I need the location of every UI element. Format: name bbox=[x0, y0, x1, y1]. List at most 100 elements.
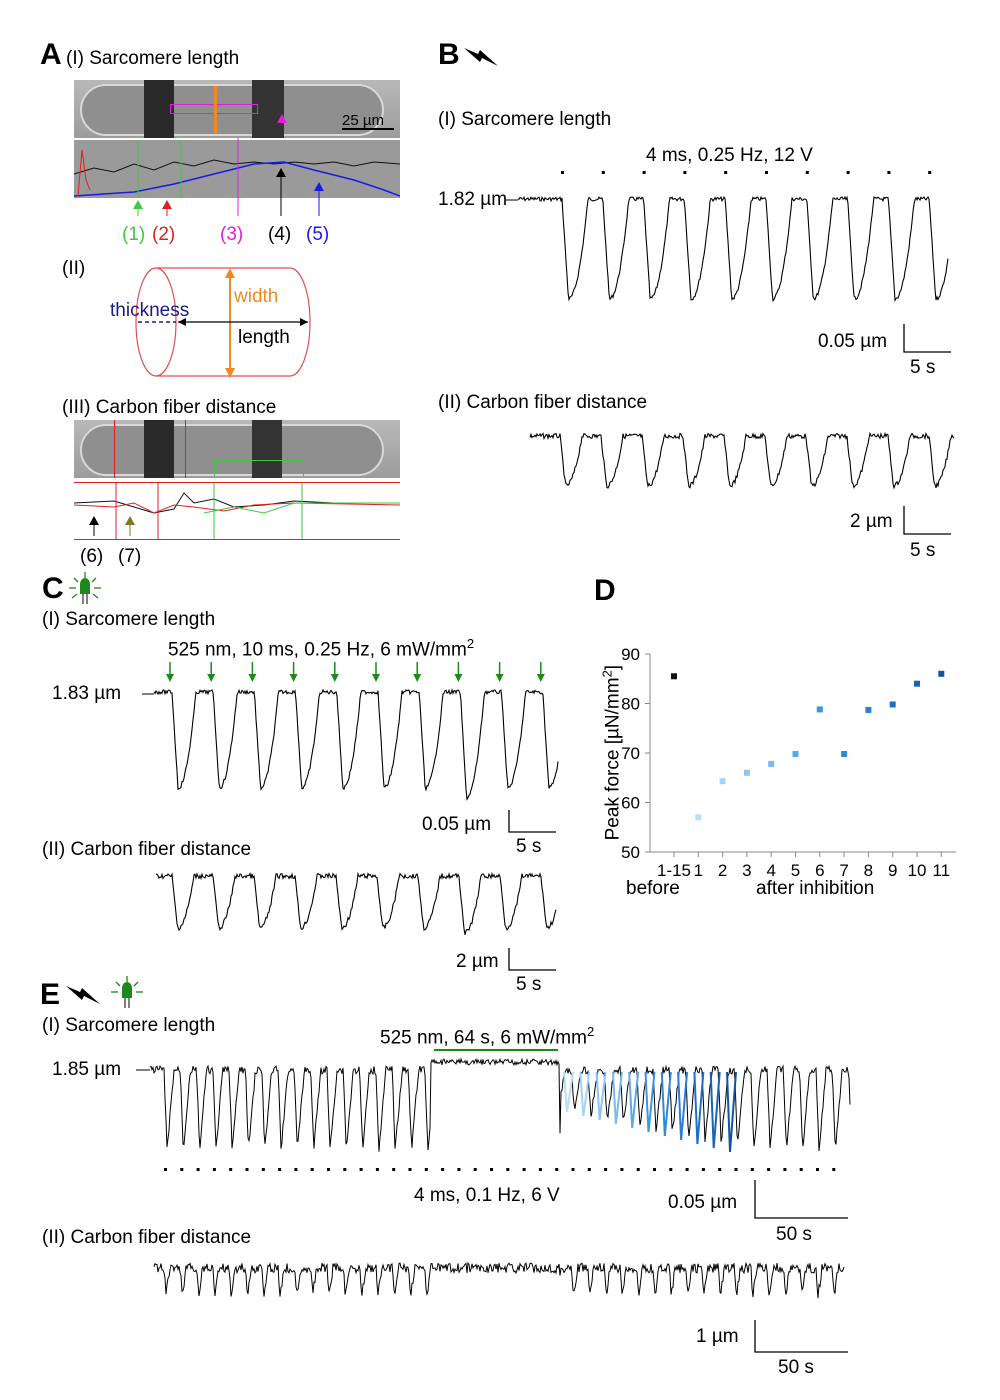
width-label: width bbox=[234, 286, 279, 307]
cell-micrograph-1: 25 µm bbox=[74, 80, 400, 138]
ytick-label: 90 bbox=[621, 645, 640, 664]
panel-e-light: 525 nm, 64 s, 6 mW/mm2 bbox=[380, 1024, 595, 1049]
fiber-profile-plot bbox=[74, 482, 400, 540]
xtick-label: 9 bbox=[888, 861, 897, 880]
xtick-label: 11 bbox=[932, 861, 950, 880]
data-point bbox=[841, 750, 848, 757]
scale-bar-25um: 25 µm bbox=[342, 112, 384, 129]
panel-d-before: before bbox=[626, 878, 680, 899]
panel-c-sarcomere-trace bbox=[142, 688, 559, 801]
panel-a-sub2: (II) bbox=[62, 258, 86, 279]
marker-5: (5) bbox=[306, 224, 330, 245]
data-point bbox=[889, 701, 896, 708]
data-point bbox=[865, 706, 872, 713]
ytick-label: 50 bbox=[621, 843, 640, 862]
xtick-label: 1 bbox=[694, 861, 703, 880]
xtick-label: 6 bbox=[815, 861, 824, 880]
light-on-bar bbox=[434, 1049, 558, 1051]
panel-b-scale-x: 5 s bbox=[910, 357, 936, 378]
panel-d-after: after inhibition bbox=[756, 878, 875, 899]
data-point bbox=[768, 760, 775, 767]
panel-e-scale-y: 0.05 µm bbox=[668, 1192, 738, 1213]
xtick-label: 4 bbox=[766, 861, 775, 880]
panel-a-letter: A bbox=[40, 38, 62, 71]
panel-e-scale-y2: 1 µm bbox=[696, 1326, 739, 1347]
panel-e-scale-x2: 50 s bbox=[778, 1357, 814, 1378]
panel-b-sarcomere-trace bbox=[506, 171, 949, 303]
panel-c-scale-y: 0.05 µm bbox=[422, 814, 492, 835]
data-point bbox=[914, 680, 920, 687]
panel-e-scale-bar bbox=[754, 1180, 848, 1219]
panel-e-stim: 4 ms, 0.1 Hz, 6 V bbox=[414, 1185, 560, 1206]
panel-b-scale-bar-2 bbox=[903, 506, 951, 535]
cell-cylinder-diagram bbox=[135, 267, 311, 378]
panel-c-sub1: (I) Sarcomere length bbox=[42, 609, 216, 630]
panel-e-scale-bar-2 bbox=[754, 1320, 848, 1353]
panel-e-scale-x: 50 s bbox=[776, 1224, 812, 1245]
data-point bbox=[743, 769, 750, 776]
panel-e-letter: E bbox=[40, 978, 61, 1011]
marker-6: (6) bbox=[80, 546, 104, 567]
length-label: length bbox=[238, 327, 290, 348]
marker-3: (3) bbox=[220, 224, 244, 245]
lightning-icon-e bbox=[66, 986, 100, 1004]
panel-b-stim: 4 ms, 0.25 Hz, 12 V bbox=[646, 145, 813, 166]
xtick-label: 7 bbox=[839, 861, 848, 880]
panel-e-sarcomere-trace bbox=[136, 1057, 851, 1153]
marker-1: (1) bbox=[122, 224, 146, 245]
sarcomere-profile-plot bbox=[74, 140, 400, 198]
panel-e-sub2: (II) Carbon fiber distance bbox=[42, 1227, 252, 1248]
panel-c-baseline: 1.83 µm bbox=[52, 683, 122, 704]
panel-e-baseline: 1.85 µm bbox=[52, 1059, 122, 1080]
panel-c-scale-bar-2 bbox=[508, 948, 556, 971]
data-point bbox=[695, 814, 702, 821]
data-point bbox=[719, 778, 726, 785]
panel-b-scale-y: 0.05 µm bbox=[818, 331, 888, 352]
data-point bbox=[792, 750, 799, 757]
peak-force-chart: 50 60 70 80 90 1-15 1 2 3 4 5 6 7 8 9 10 11 bbox=[621, 645, 956, 880]
marker-7: (7) bbox=[118, 546, 142, 567]
marker-4: (4) bbox=[268, 224, 292, 245]
panel-c-scale-x2: 5 s bbox=[516, 974, 542, 995]
xtick-label: 5 bbox=[791, 861, 800, 880]
xtick-label: 1-15 bbox=[657, 861, 691, 880]
data-point bbox=[671, 673, 677, 680]
panel-c-light-arrows bbox=[166, 662, 545, 682]
xtick-label: 10 bbox=[908, 861, 927, 880]
panel-c-sub2: (II) Carbon fiber distance bbox=[42, 839, 252, 860]
panel-b-sub2: (II) Carbon fiber distance bbox=[438, 392, 648, 413]
marker-arrows-a bbox=[133, 114, 324, 216]
panel-c-fiber-trace bbox=[155, 871, 557, 935]
panel-b-scale-y2: 2 µm bbox=[850, 511, 893, 532]
thickness-label: thickness bbox=[110, 300, 190, 321]
panel-b-fiber-trace bbox=[529, 431, 955, 490]
xtick-label: 3 bbox=[742, 861, 751, 880]
data-point bbox=[816, 706, 823, 713]
green-led-icon-e bbox=[111, 976, 143, 1008]
panel-b-scale-bar bbox=[903, 324, 951, 353]
panel-c-scale-bar bbox=[508, 810, 556, 833]
panel-d-letter: D bbox=[594, 574, 616, 607]
panel-e-fiber-trace bbox=[153, 1261, 845, 1299]
data-point bbox=[938, 670, 945, 677]
panel-c-scale-x: 5 s bbox=[516, 836, 542, 857]
panel-e-stim-ticks bbox=[164, 1168, 836, 1171]
panel-b-sub1: (I) Sarcomere length bbox=[438, 109, 612, 130]
green-led-icon bbox=[69, 572, 101, 604]
ytick-label: 70 bbox=[621, 744, 640, 763]
panel-b-baseline: 1.82 µm bbox=[438, 189, 508, 210]
ytick-label: 60 bbox=[621, 794, 640, 813]
panel-c-scale-y2: 2 µm bbox=[456, 951, 499, 972]
marker-arrows-a3 bbox=[89, 516, 135, 536]
xtick-label: 2 bbox=[718, 861, 727, 880]
cell-micrograph-2 bbox=[74, 420, 400, 478]
marker-2: (2) bbox=[152, 224, 176, 245]
ytick-label: 80 bbox=[621, 695, 640, 714]
panel-c-letter: C bbox=[42, 572, 64, 605]
panel-b-letter: B bbox=[438, 38, 460, 71]
panel-c-stim: 525 nm, 10 ms, 0.25 Hz, 6 mW/mm2 bbox=[168, 636, 475, 661]
xtick-label: 8 bbox=[864, 861, 873, 880]
panel-b-scale-x2: 5 s bbox=[910, 540, 936, 561]
panel-e-sub1: (I) Sarcomere length bbox=[42, 1015, 216, 1036]
lightning-icon bbox=[464, 48, 498, 66]
